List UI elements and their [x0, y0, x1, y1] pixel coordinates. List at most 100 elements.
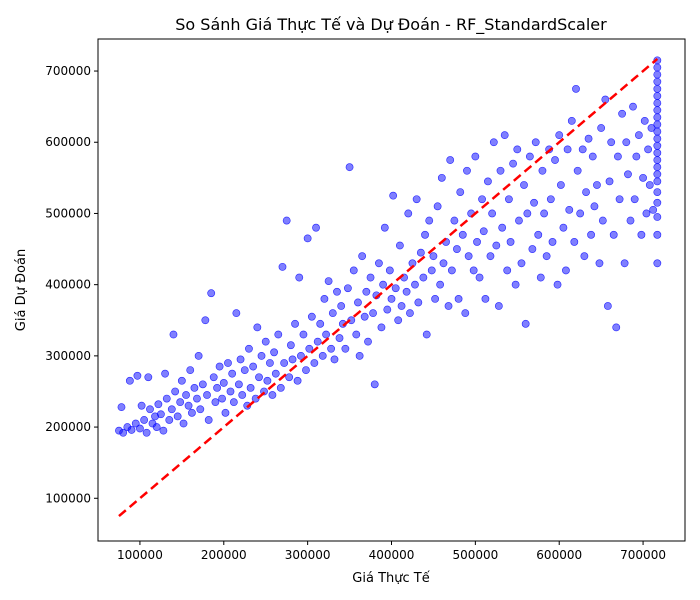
scatter-point — [450, 216, 459, 225]
x-tick-label: 500000 — [452, 548, 498, 562]
scatter-point — [464, 252, 473, 261]
scatter-point — [203, 391, 211, 399]
scatter-point — [411, 280, 419, 289]
scatter-point — [125, 376, 134, 385]
scatter-point — [607, 138, 616, 147]
scatter-point — [261, 337, 270, 346]
scatter-point — [523, 209, 532, 218]
scatter-point — [649, 205, 658, 214]
scatter-point — [427, 266, 436, 275]
scatter-point — [154, 400, 163, 409]
y-tick-label: 200000 — [45, 420, 91, 434]
scatter-point — [620, 259, 629, 268]
scatter-point — [511, 280, 520, 289]
scatter-point — [653, 134, 662, 143]
scatter-point — [140, 416, 149, 424]
scatter-point — [653, 163, 662, 172]
scatter-point — [531, 138, 540, 147]
x-tick-label: 100000 — [117, 548, 163, 562]
scatter-point — [142, 428, 151, 437]
scatter-point — [429, 252, 438, 261]
scatter-point — [188, 408, 196, 417]
scatter-point — [146, 405, 154, 414]
scatter-point — [412, 195, 421, 204]
scatter-point — [274, 330, 283, 339]
scatter-point — [618, 109, 627, 118]
y-axis: 100000 200000 300000 400000 500000 600000 7000… — [45, 64, 98, 505]
scatter-point — [288, 355, 297, 364]
scatter-point — [433, 202, 442, 211]
scatter-point — [136, 424, 144, 433]
scatter-point — [565, 205, 574, 214]
scatter-point — [444, 302, 453, 310]
scatter-point — [226, 387, 235, 396]
scatter-point — [333, 287, 341, 296]
scatter-point — [394, 316, 403, 325]
scatter-point — [640, 116, 649, 125]
scatter-point — [653, 92, 662, 100]
scatter-point — [316, 319, 325, 328]
scatter-point — [454, 295, 463, 303]
scatter-point — [133, 371, 142, 380]
scatter-point — [232, 309, 241, 318]
scatter-point — [437, 173, 446, 182]
y-tick-label: 600000 — [45, 135, 91, 149]
scatter-point — [204, 416, 213, 424]
scatter-point — [536, 273, 545, 282]
scatter-point — [173, 412, 182, 421]
scatter-point — [653, 170, 662, 179]
scatter-point — [496, 166, 505, 175]
y-tick-label: 500000 — [45, 206, 91, 220]
scatter-point — [461, 309, 470, 318]
scatter-point — [525, 152, 534, 161]
scatter-point — [268, 391, 277, 399]
scatter-point — [551, 156, 559, 164]
scatter-point — [453, 245, 461, 253]
scatter-point — [637, 230, 646, 239]
scatter-point — [416, 248, 425, 257]
scatter-point — [366, 273, 375, 282]
scatter-point — [182, 391, 190, 399]
scatter-point — [626, 216, 635, 225]
scatter-point — [327, 344, 336, 353]
scatter-point — [642, 209, 651, 218]
scatter-point — [478, 195, 486, 204]
scatter-point — [653, 259, 662, 268]
scatter-point — [249, 362, 258, 371]
scatter-point — [521, 319, 530, 328]
scatter-point — [144, 373, 153, 382]
scatter-point — [117, 403, 126, 412]
scatter-point — [159, 426, 168, 435]
scatter-point — [313, 337, 322, 346]
scatter-point — [629, 102, 637, 111]
scatter-point — [580, 252, 589, 261]
scatter-point — [293, 376, 302, 385]
scatter-point — [322, 330, 330, 339]
scatter-point — [179, 419, 188, 428]
scatter-point — [282, 216, 291, 225]
scatter-point — [355, 351, 364, 360]
scatter-point — [479, 227, 488, 236]
scatter-point — [330, 355, 339, 364]
scatter-point — [630, 195, 639, 204]
scatter-point — [354, 298, 362, 307]
x-tick-label: 300000 — [285, 548, 331, 562]
scatter-point — [219, 379, 228, 387]
scatter-point — [131, 419, 140, 428]
scatter-point — [119, 428, 128, 437]
scatter-point — [337, 302, 346, 310]
scatter-point — [488, 209, 497, 218]
scatter-point — [171, 387, 180, 396]
scatter-point — [218, 394, 227, 403]
scatter-point — [201, 316, 210, 325]
scatter-point — [614, 152, 622, 161]
scatter-point — [404, 209, 413, 218]
scatter-point — [228, 369, 237, 378]
scatter-point — [345, 163, 354, 172]
scatter-point — [425, 216, 434, 225]
scatter-point — [377, 323, 386, 332]
scatter-point — [653, 63, 662, 72]
scatter-point — [515, 216, 523, 225]
scatter-point — [421, 230, 429, 239]
reference-line — [118, 57, 659, 518]
